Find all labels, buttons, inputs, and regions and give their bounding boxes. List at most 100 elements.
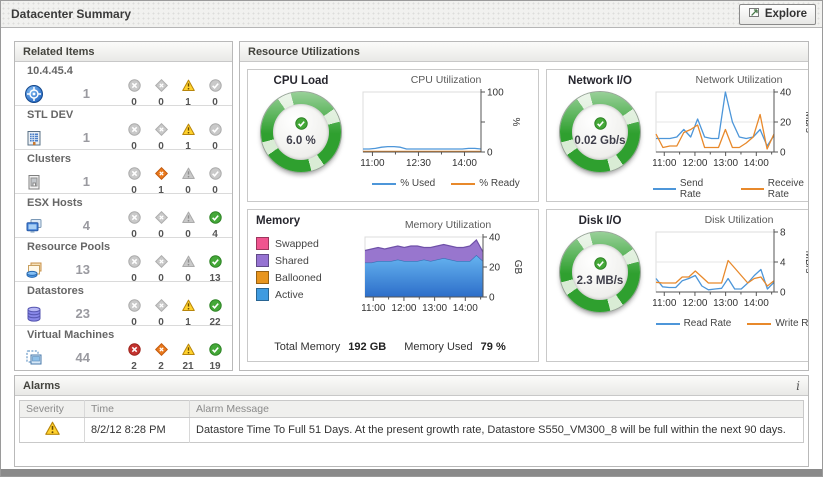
total-memory-value: 192 GB <box>348 341 387 353</box>
status-critical[interactable]: 2 <box>150 342 172 370</box>
related-item-name: Virtual Machines <box>27 329 115 341</box>
status-fatal[interactable]: 0 <box>123 299 145 328</box>
cluster-icon <box>24 172 46 192</box>
svg-text:0: 0 <box>780 288 786 299</box>
memory-legend-item: Active <box>256 288 362 301</box>
disk-chart-title: Disk Utilization <box>704 214 774 226</box>
status-fatal-icon <box>127 343 141 361</box>
status-fatal[interactable]: 0 <box>123 167 145 196</box>
alarm-severity-cell <box>19 417 85 443</box>
status-fatal[interactable]: 0 <box>123 211 145 240</box>
status-normal-icon <box>208 167 222 185</box>
svg-text:11:00: 11:00 <box>653 298 677 309</box>
disk-utilization-chart[interactable]: 0 4 8 11:00 12:00 13:00 14:00 MB/s <box>653 226 809 318</box>
network-io-gauge[interactable]: 0.02 Gb/s <box>560 92 640 172</box>
status-warning[interactable]: 0 <box>177 167 199 196</box>
svg-text:13:00: 13:00 <box>713 158 738 169</box>
status-normal[interactable]: 22 <box>204 299 226 328</box>
status-critical-icon <box>154 254 168 273</box>
status-count: 0 <box>212 141 218 152</box>
related-items-title: Related Items <box>23 45 95 58</box>
status-normal[interactable]: 0 <box>204 79 226 108</box>
network-io-value: 0.02 Gb/s <box>574 135 626 147</box>
status-count: 0 <box>158 229 164 240</box>
vcenter-icon <box>24 84 46 104</box>
memory-used-value: 79 % <box>480 341 506 353</box>
status-normal[interactable]: 4 <box>204 211 226 240</box>
svg-text:8: 8 <box>780 228 786 239</box>
alarms-table: Severity Time Alarm Message 8/2/12 8:28 PM… <box>19 400 804 443</box>
related-item-row[interactable]: Resource Pools 13 0 0 0 13 <box>15 238 232 284</box>
status-fatal[interactable]: 2 <box>123 343 145 370</box>
status-warning[interactable]: 1 <box>177 123 199 152</box>
legend-item: % Used <box>372 178 435 189</box>
status-count: 21 <box>182 361 194 371</box>
status-critical[interactable]: 0 <box>150 210 172 240</box>
alarm-column-header[interactable]: Time <box>84 400 190 418</box>
status-critical[interactable]: 0 <box>150 78 172 108</box>
explore-button[interactable]: Explore <box>738 3 816 25</box>
memory-utilization-chart[interactable]: 0 20 40 11:00 12:00 13:00 14:00 GB <box>362 231 534 323</box>
alarm-column-header[interactable]: Alarm Message <box>189 400 804 418</box>
status-warning[interactable]: 1 <box>177 79 199 108</box>
status-normal[interactable]: 13 <box>204 255 226 284</box>
related-item-row[interactable]: Datastores 23 0 0 1 22 <box>15 282 232 328</box>
status-normal[interactable]: 0 <box>204 167 226 196</box>
status-critical-icon <box>154 122 168 141</box>
status-fatal[interactable]: 0 <box>123 123 145 152</box>
svg-text:12:30: 12:30 <box>406 158 431 169</box>
status-normal[interactable]: 0 <box>204 123 226 152</box>
status-critical[interactable]: 0 <box>150 298 172 328</box>
status-fatal[interactable]: 0 <box>123 79 145 108</box>
cpu-utilization-chart[interactable]: 0 100 11:00 12:30 14:00% <box>360 86 532 178</box>
related-item-row[interactable]: Clusters 1 0 1 0 0 <box>15 150 232 196</box>
related-item-row[interactable]: STL DEV 1 0 0 1 0 <box>15 106 232 152</box>
status-critical[interactable]: 0 <box>150 254 172 284</box>
svg-text:40: 40 <box>489 233 501 244</box>
svg-text:MB/s: MB/s <box>803 251 809 274</box>
related-item-row[interactable]: ESX Hosts 4 0 0 0 4 <box>15 194 232 240</box>
status-warning[interactable]: 0 <box>177 255 199 284</box>
related-item-count: 23 <box>75 306 90 321</box>
svg-text:GB: GB <box>512 260 523 275</box>
status-count: 0 <box>131 97 137 108</box>
related-item-row[interactable]: 10.4.45.4 1 0 0 1 0 <box>15 62 232 108</box>
status-fatal-icon <box>127 299 141 317</box>
disk-io-value: 2.3 MB/s <box>576 275 624 287</box>
status-warning-icon <box>181 123 195 141</box>
status-warning[interactable]: 21 <box>177 343 199 371</box>
disk-io-gauge[interactable]: 2.3 MB/s <box>560 232 640 312</box>
related-item-name: ESX Hosts <box>27 197 83 209</box>
status-count: 0 <box>158 97 164 108</box>
related-item-row[interactable]: Virtual Machines 44 2 2 21 19 <box>15 326 232 370</box>
info-icon[interactable]: i <box>796 378 800 393</box>
status-normal-icon <box>208 299 222 317</box>
status-warning[interactable]: 1 <box>177 299 199 328</box>
alarm-row[interactable]: 8/2/12 8:28 PM Datastore Time To Full 51 … <box>19 417 804 443</box>
resource-utilizations-panel: Resource Utilizations CPU Load 6.0 % CPU… <box>239 41 809 371</box>
svg-text:40: 40 <box>780 88 792 99</box>
page-title: Datacenter Summary <box>11 7 132 21</box>
memory-chart-title: Memory Utilization <box>404 219 492 231</box>
status-warning-icon <box>181 79 195 97</box>
related-item-count: 1 <box>82 86 90 101</box>
svg-text:11:00: 11:00 <box>362 303 386 314</box>
datacenter-icon <box>24 128 46 148</box>
status-count: 1 <box>185 141 191 152</box>
status-warning[interactable]: 0 <box>177 211 199 240</box>
cpu-load-gauge[interactable]: 6.0 % <box>261 92 341 172</box>
status-critical[interactable]: 0 <box>150 122 172 152</box>
alarm-column-header[interactable]: Severity <box>19 400 85 418</box>
status-critical-icon <box>154 166 168 185</box>
status-fatal[interactable]: 0 <box>123 255 145 284</box>
related-items-list: 10.4.45.4 1 0 0 1 0 STL DEV 1 0 0 1 0 Clusters 1 0 1 0 0 E… <box>15 62 232 370</box>
status-normal[interactable]: 19 <box>204 343 226 370</box>
status-count: 0 <box>131 229 137 240</box>
network-utilization-chart[interactable]: 0 20 40 11:00 12:00 13:00 14:00 Mb/s <box>653 86 809 178</box>
status-count: 1 <box>185 97 191 108</box>
datastore-icon <box>24 304 46 324</box>
svg-text:0: 0 <box>780 148 786 159</box>
svg-text:12:00: 12:00 <box>391 303 416 314</box>
status-critical[interactable]: 1 <box>150 166 172 196</box>
